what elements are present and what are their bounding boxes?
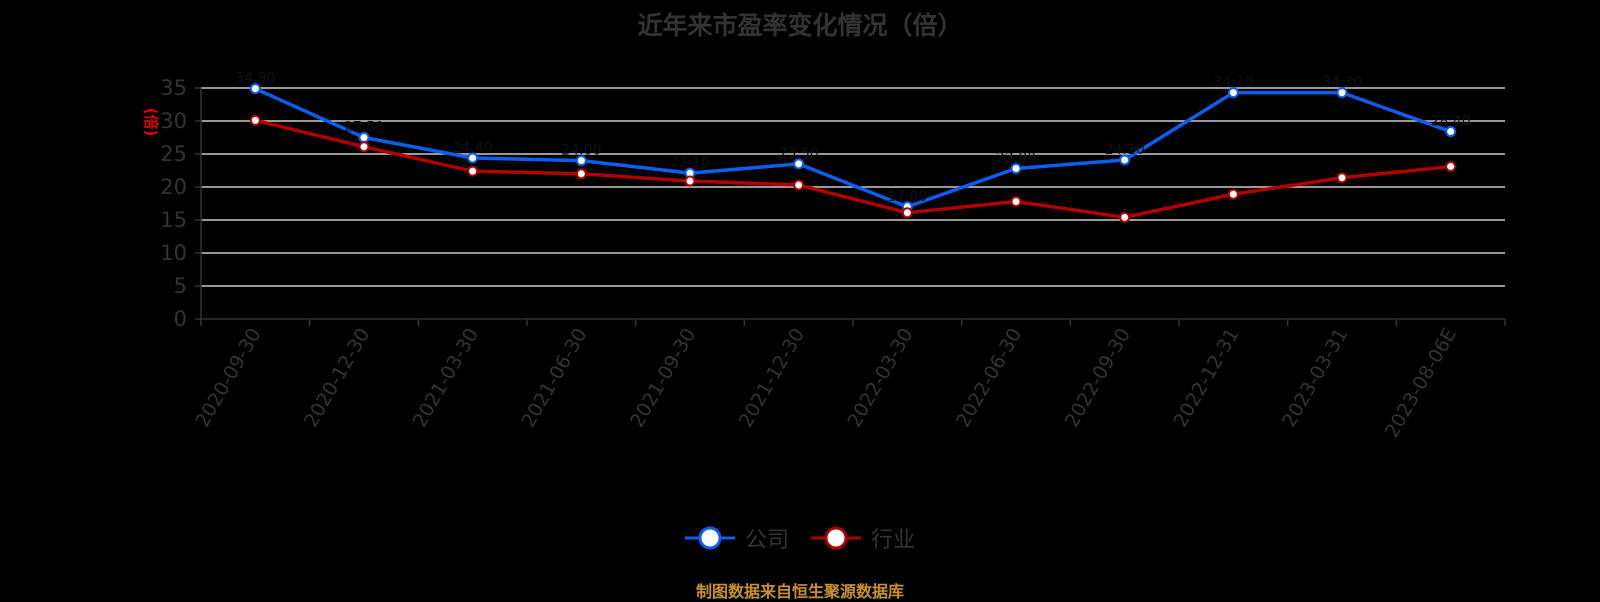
data-point[interactable] [249, 114, 261, 126]
y-tick-label: 20 [160, 175, 187, 199]
data-label: 23.50 [779, 146, 819, 162]
series-line [254, 118, 1451, 220]
data-label: 24.10 [1105, 142, 1145, 158]
legend-marker-icon [811, 526, 861, 550]
data-point[interactable] [1336, 87, 1348, 99]
data-point[interactable] [1119, 211, 1131, 223]
x-tick-label: 2022-03-30 [843, 325, 917, 432]
y-tick-label: 0 [174, 307, 187, 331]
series-1 [249, 114, 1457, 223]
x-tick-label: 2020-12-30 [300, 325, 374, 432]
data-label: 34.90 [235, 71, 275, 87]
data-label: 27.50 [344, 120, 384, 136]
legend-label: 行业 [871, 528, 916, 553]
data-label: 24.00 [561, 143, 601, 159]
data-point[interactable] [1010, 163, 1022, 175]
data-label: 28.40 [1431, 114, 1471, 130]
x-tick-label: 2021-06-30 [517, 325, 591, 432]
y-axis-label: (倍) [142, 108, 160, 137]
x-tick-label: 2023-08-06E [1381, 325, 1461, 442]
gridlines [201, 87, 1505, 287]
x-tick-label: 2023-03-31 [1278, 325, 1352, 432]
data-point[interactable] [1445, 161, 1457, 173]
data-point[interactable] [793, 158, 805, 170]
y-tick-label: 5 [174, 274, 187, 298]
x-tick-label: 2021-03-30 [409, 324, 483, 431]
legend-marker-icon [684, 526, 735, 550]
data-point[interactable] [467, 152, 479, 164]
data-label: 34.30 [1322, 75, 1362, 91]
x-tick-label: 2021-12-30 [735, 325, 809, 432]
y-tick-label: 15 [160, 208, 187, 232]
data-point[interactable] [684, 175, 696, 187]
data-point[interactable] [1119, 154, 1131, 166]
data-point[interactable] [901, 207, 913, 219]
x-tick-label: 2020-09-30 [191, 325, 265, 432]
data-point[interactable] [1445, 126, 1457, 138]
data-point[interactable] [1227, 87, 1239, 99]
source-note: 制图数据来自恒生聚源数据库 [695, 582, 904, 601]
data-point[interactable] [1010, 196, 1022, 208]
x-tick-label: 2022-12-31 [1169, 325, 1243, 432]
x-tick-label: 2021-09-30 [626, 325, 700, 432]
data-point[interactable] [793, 179, 805, 191]
chart-title: 近年来市盈率变化情况（倍） [637, 11, 963, 40]
data-point[interactable] [467, 165, 479, 177]
series-lines: 34.90 27.50 24.40 24.00 22.10 23.50 17.00 22.80… [235, 71, 1471, 223]
data-label: 34.30 [1213, 75, 1253, 91]
data-label: 24.40 [453, 140, 493, 156]
y-tick-label: 10 [160, 241, 187, 265]
data-label: 17.00 [887, 189, 927, 205]
legend: 公司 行业 [0, 522, 1600, 554]
legend-item-1[interactable]: 行业 [811, 522, 915, 554]
y-tick-label: 35 [160, 76, 187, 100]
data-point[interactable] [1336, 172, 1348, 184]
series-line [254, 87, 1452, 209]
data-point[interactable] [249, 83, 261, 95]
data-label: 22.10 [670, 155, 710, 171]
y-tick-label: 30 [160, 109, 187, 133]
y-tick-label: 25 [160, 142, 187, 166]
legend-item-0[interactable]: 公司 [684, 522, 789, 554]
data-point[interactable] [575, 168, 587, 180]
legend-label: 公司 [744, 528, 789, 553]
series-0: 34.90 27.50 24.40 24.00 22.10 23.50 17.00 22.80… [235, 71, 1471, 213]
x-tick-label: 2022-09-30 [1061, 325, 1135, 432]
data-label: 22.80 [996, 151, 1036, 167]
x-tick-label: 2022-06-30 [952, 325, 1026, 432]
data-point[interactable] [575, 155, 587, 167]
data-point[interactable] [358, 141, 370, 153]
data-point[interactable] [1227, 188, 1239, 200]
